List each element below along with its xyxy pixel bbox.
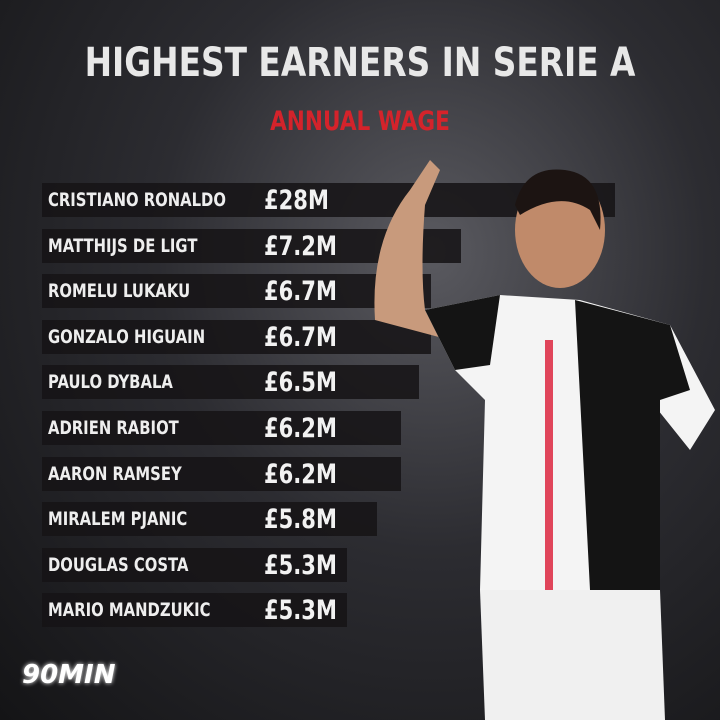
bar-value-label: £6.2M	[264, 413, 337, 444]
bar-value-label: £5.3M	[264, 595, 337, 627]
bar-category-label: MIRALEM PJANIC	[48, 508, 188, 531]
bar-value-label: £5.8M	[264, 504, 337, 536]
bar: ADRIEN RABIOT £6.2M	[42, 411, 401, 445]
bar-value-label: £28M	[264, 185, 329, 216]
brand-logo: 90MIN	[22, 660, 116, 690]
bar-value-label: £5.3M	[264, 549, 337, 581]
bar-category-label: PAULO DYBALA	[48, 371, 173, 394]
bar: MARIO MANDZUKIC £5.3M	[42, 593, 347, 628]
bar-category-label: ADRIEN RABIOT	[48, 417, 179, 439]
bar: AARON RAMSEY £6.2M	[42, 456, 401, 491]
bar: ROMELU LUKAKU £6.7M	[42, 274, 431, 309]
chart-title: HIGHEST EARNERS IN SERIE A	[84, 40, 636, 86]
bar: MIRALEM PJANIC £5.8M	[42, 502, 377, 537]
bar-category-label: DOUGLAS COSTA	[48, 553, 189, 576]
bar-value-label: £7.2M	[264, 230, 337, 262]
bar-category-label: ROMELU LUKAKU	[48, 280, 191, 303]
bar-category-label: AARON RAMSEY	[48, 462, 182, 485]
bar-value-label: £6.5M	[264, 367, 337, 399]
bar: PAULO DYBALA £6.5M	[42, 365, 419, 400]
bar-value-label: £6.2M	[264, 458, 337, 490]
chart-subtitle: ANNUAL WAGE	[270, 106, 450, 137]
bar: GONZALO HIGUAIN £6.7M	[42, 319, 431, 354]
bar: DOUGLAS COSTA £5.3M	[42, 547, 347, 582]
bar-category-label: MATTHIJS DE LIGT	[48, 234, 198, 257]
player-photo	[374, 160, 715, 720]
bar-category-label: MARIO MANDZUKIC	[48, 599, 211, 622]
bar-value-label: £6.7M	[264, 321, 337, 353]
bar-category-label: GONZALO HIGUAIN	[48, 325, 206, 348]
bar-value-label: £6.7M	[264, 276, 337, 308]
bar-category-label: CRISTIANO RONALDO	[48, 189, 226, 211]
